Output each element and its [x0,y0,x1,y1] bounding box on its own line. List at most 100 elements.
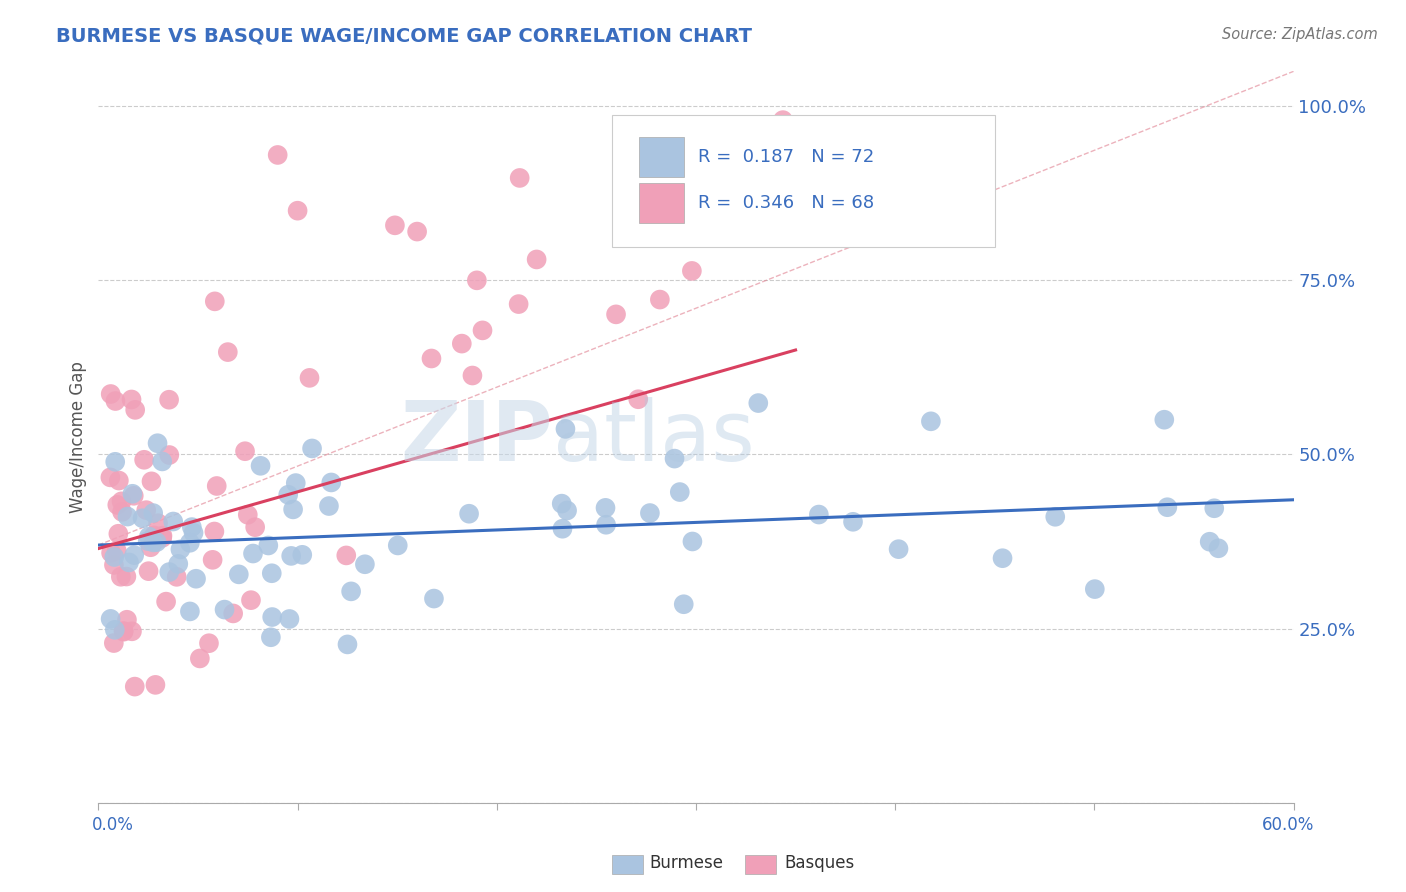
Point [281,502,304,516]
Point [110,494,132,508]
Point [1045,509,1067,524]
Point [222,607,245,621]
Point [138,529,160,543]
Text: 60.0%: 60.0% [1263,816,1315,834]
Point [146,436,169,450]
Point [1084,582,1107,596]
Point [139,541,162,555]
Point [183,525,205,540]
Point [138,564,160,578]
Point [141,475,163,489]
Point [131,511,153,525]
Text: Burmese: Burmese [650,855,724,872]
Point [124,402,146,417]
Point [458,507,481,521]
Point [100,612,122,626]
Point [277,488,299,502]
Point [124,680,146,694]
Point [107,526,129,541]
Point [638,506,661,520]
FancyBboxPatch shape [613,115,995,247]
Point [336,637,359,651]
Point [150,531,173,545]
Point [321,475,343,490]
Point [554,422,576,436]
Point [555,503,578,517]
Point [262,610,284,624]
Point [664,451,686,466]
Point [121,487,143,501]
Point [134,452,156,467]
Point [284,476,307,491]
Point [461,368,484,383]
Point [205,479,228,493]
Point [243,520,266,534]
Point [169,542,191,557]
Point [260,566,283,581]
Point [335,549,357,563]
Point [103,636,125,650]
Point [112,624,135,639]
Point [420,351,443,366]
Text: atlas: atlas [553,397,754,477]
Point [406,225,429,239]
Point [508,297,530,311]
Point [112,624,135,638]
Point [387,538,409,552]
Point [551,522,574,536]
Text: ZIP: ZIP [401,397,553,477]
Point [551,497,574,511]
Point [121,392,143,407]
Point [180,520,202,534]
Point [166,570,188,584]
Point [340,584,363,599]
Point [605,307,627,321]
Point [298,371,321,385]
Point [100,546,122,560]
Point [110,570,132,584]
Point [291,548,314,562]
Point [280,549,302,563]
Point [1208,541,1230,556]
Point [157,448,180,462]
Y-axis label: Wage/Income Gap: Wage/Income Gap [69,361,87,513]
Point [179,604,201,618]
Point [214,602,236,616]
Point [162,515,184,529]
Point [198,636,221,650]
Point [115,569,138,583]
Point [103,549,125,564]
Point [240,593,263,607]
Point [98,470,121,484]
Point [201,553,224,567]
Point [145,678,167,692]
Point [595,500,617,515]
Point [648,293,671,307]
Point [146,516,169,531]
Point [152,529,174,543]
Point [242,547,264,561]
Point [681,264,703,278]
Text: R =  0.187   N = 72: R = 0.187 N = 72 [699,148,875,166]
Point [157,392,180,407]
Point [122,489,145,503]
Point [1204,501,1226,516]
Point [842,515,865,529]
Point [1156,500,1178,515]
Point [249,458,271,473]
Bar [638,137,685,178]
Point [121,624,143,639]
Text: Basques: Basques [785,855,855,872]
Point [287,203,309,218]
Point [135,503,157,517]
Point [136,534,159,549]
Point [188,651,211,665]
Point [157,565,180,579]
Point [236,508,259,522]
Text: BURMESE VS BASQUE WAGE/INCOME GAP CORRELATION CHART: BURMESE VS BASQUE WAGE/INCOME GAP CORREL… [56,27,752,45]
Point [318,499,340,513]
Point [150,454,173,468]
Point [155,594,177,608]
Point [103,558,125,572]
Point [450,336,472,351]
